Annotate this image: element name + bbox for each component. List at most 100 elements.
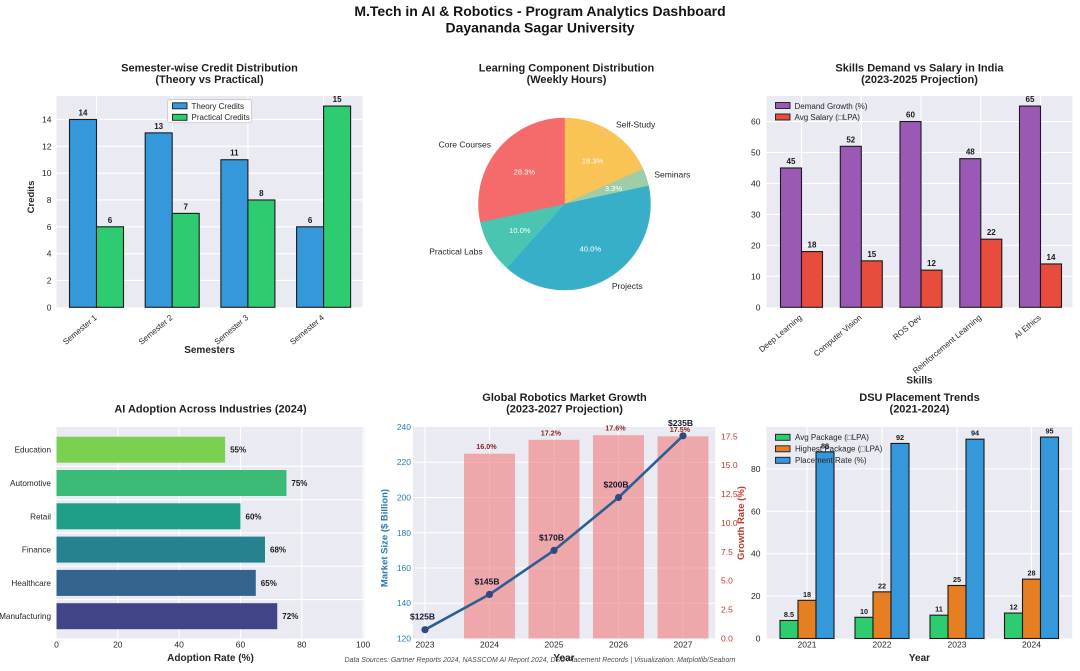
svg-text:17.2%: 17.2%	[541, 428, 562, 437]
svg-text:12: 12	[927, 259, 936, 268]
svg-text:18: 18	[803, 590, 811, 599]
svg-text:6: 6	[308, 216, 313, 225]
svg-text:(2023-2025 Projection): (2023-2025 Projection)	[861, 74, 978, 86]
svg-text:Avg Salary (□LPA): Avg Salary (□LPA)	[795, 113, 861, 122]
svg-text:12.5: 12.5	[721, 489, 738, 499]
svg-text:13: 13	[154, 122, 163, 131]
svg-text:80: 80	[297, 640, 307, 650]
svg-text:2026: 2026	[609, 640, 628, 650]
svg-text:65: 65	[1026, 95, 1035, 104]
svg-text:60%: 60%	[246, 512, 262, 521]
svg-text:12: 12	[1009, 603, 1017, 612]
svg-text:75%: 75%	[291, 479, 307, 488]
svg-text:DSU Placement Trends: DSU Placement Trends	[859, 392, 979, 404]
svg-text:Education: Education	[15, 446, 52, 455]
svg-text:40.0%: 40.0%	[580, 245, 602, 254]
svg-text:8: 8	[47, 195, 52, 205]
svg-text:$200B: $200B	[603, 480, 628, 490]
svg-text:15: 15	[333, 95, 342, 104]
svg-text:17.5%: 17.5%	[670, 425, 691, 434]
svg-text:Reinforcement Learning: Reinforcement Learning	[911, 313, 983, 375]
svg-text:$235B: $235B	[668, 418, 693, 428]
svg-text:16.0%: 16.0%	[476, 442, 497, 451]
svg-text:Automotive: Automotive	[10, 479, 51, 488]
svg-text:(2023-2027 Projection): (2023-2027 Projection)	[506, 404, 623, 416]
svg-text:10: 10	[42, 168, 52, 178]
svg-text:$125B: $125B	[410, 612, 435, 622]
svg-text:17.6%: 17.6%	[605, 424, 626, 433]
svg-text:0: 0	[47, 302, 52, 312]
svg-text:5.0: 5.0	[721, 576, 733, 586]
svg-text:180: 180	[397, 528, 411, 538]
svg-text:40: 40	[751, 179, 761, 189]
svg-text:0: 0	[756, 634, 761, 644]
svg-text:22: 22	[878, 581, 886, 590]
svg-text:120: 120	[397, 634, 411, 644]
svg-text:10: 10	[860, 607, 868, 616]
svg-text:3.3%: 3.3%	[605, 184, 623, 193]
svg-text:0: 0	[756, 302, 761, 312]
svg-text:Deep Learning: Deep Learning	[757, 313, 803, 354]
svg-text:Healthcare: Healthcare	[11, 579, 51, 588]
svg-text:Practical Labs: Practical Labs	[429, 246, 482, 256]
svg-text:100: 100	[356, 640, 370, 650]
svg-text:2024: 2024	[480, 640, 499, 650]
svg-text:Manufacturing: Manufacturing	[0, 612, 51, 621]
svg-text:95: 95	[1045, 427, 1053, 436]
svg-text:12: 12	[42, 141, 52, 151]
svg-text:2025: 2025	[545, 640, 564, 650]
svg-text:7: 7	[183, 202, 188, 211]
svg-text:94: 94	[971, 429, 980, 438]
svg-text:(Theory vs Practical): (Theory vs Practical)	[155, 74, 264, 86]
svg-text:8.5: 8.5	[784, 610, 794, 619]
svg-text:Highest Package (□LPA): Highest Package (□LPA)	[795, 445, 883, 454]
svg-text:Skills: Skills	[906, 376, 933, 387]
svg-text:Year: Year	[909, 653, 930, 664]
svg-text:60: 60	[236, 640, 246, 650]
svg-text:2024: 2024	[1022, 640, 1041, 650]
svg-text:25: 25	[953, 575, 961, 584]
svg-text:65%: 65%	[261, 579, 277, 588]
svg-text:15: 15	[867, 250, 876, 259]
svg-text:48: 48	[966, 148, 975, 157]
svg-text:Year: Year	[553, 653, 574, 664]
svg-text:14: 14	[1047, 253, 1056, 262]
svg-text:8: 8	[259, 189, 264, 198]
svg-text:11: 11	[935, 605, 943, 614]
svg-text:92: 92	[896, 433, 904, 442]
svg-text:(2021-2024): (2021-2024)	[890, 404, 950, 416]
svg-text:M.Tech in AI & Robotics - Prog: M.Tech in AI & Robotics - Program Analyt…	[354, 3, 725, 19]
svg-text:Credits: Credits	[26, 181, 37, 214]
svg-text:Finance: Finance	[22, 546, 52, 555]
svg-text:$170B: $170B	[539, 532, 564, 542]
svg-text:200: 200	[397, 493, 411, 503]
svg-text:AI Adoption Across Industries: AI Adoption Across Industries (2024)	[114, 404, 307, 416]
svg-text:240: 240	[397, 422, 411, 432]
svg-text:18: 18	[808, 241, 817, 250]
svg-text:Growth Rate (%): Growth Rate (%)	[736, 486, 747, 560]
svg-text:2022: 2022	[873, 640, 892, 650]
svg-text:Semester 4: Semester 4	[288, 313, 326, 347]
svg-text:30: 30	[751, 209, 761, 219]
svg-text:Semester 1: Semester 1	[61, 313, 99, 347]
svg-text:Data Sources: Gartner Reports: Data Sources: Gartner Reports 2024, NASS…	[345, 657, 736, 664]
svg-text:Skills Demand vs Salary in Ind: Skills Demand vs Salary in India	[835, 63, 1004, 75]
svg-text:2023: 2023	[416, 640, 435, 650]
svg-text:2: 2	[47, 276, 52, 286]
svg-text:20: 20	[751, 591, 761, 601]
svg-text:4: 4	[47, 249, 52, 259]
svg-text:80: 80	[751, 464, 761, 474]
svg-text:60: 60	[906, 111, 915, 120]
svg-text:AI Ethics: AI Ethics	[1013, 313, 1043, 340]
svg-text:45: 45	[787, 157, 796, 166]
svg-text:18.3%: 18.3%	[582, 157, 604, 166]
svg-text:Learning Component Distributio: Learning Component Distribution	[479, 63, 655, 75]
svg-text:22: 22	[987, 228, 996, 237]
svg-text:160: 160	[397, 563, 411, 573]
svg-text:55%: 55%	[230, 446, 246, 455]
svg-text:Semester 3: Semester 3	[213, 313, 251, 347]
svg-text:Semester 2: Semester 2	[137, 313, 175, 347]
svg-text:Practical Credits: Practical Credits	[192, 113, 250, 122]
svg-text:Semester-wise Credit Distribut: Semester-wise Credit Distribution	[121, 63, 298, 75]
svg-text:ROS Dev: ROS Dev	[891, 313, 924, 342]
